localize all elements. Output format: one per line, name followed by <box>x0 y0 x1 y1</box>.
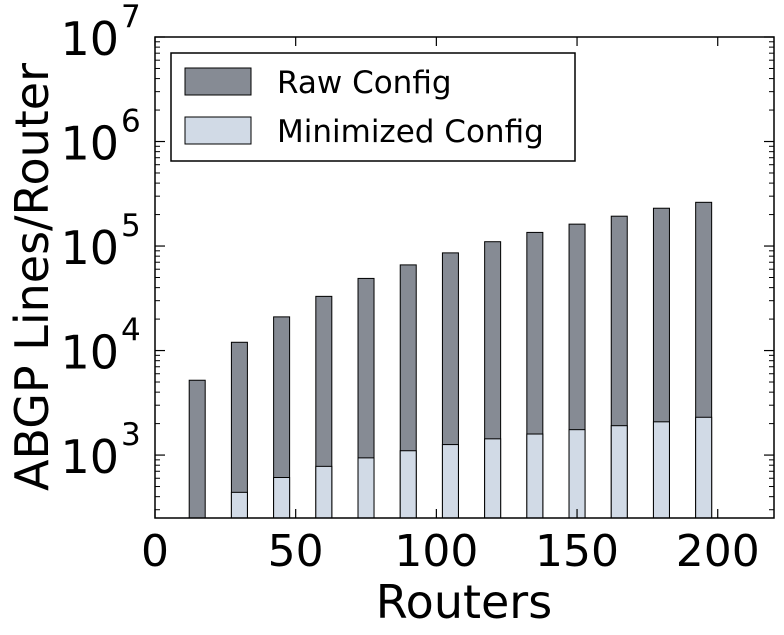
bar-raw-config-15 <box>188 379 206 519</box>
y-tick-label-exponent: 5 <box>121 208 141 244</box>
x-tick-label: 150 <box>535 526 619 577</box>
y-tick-label-exponent: 7 <box>121 0 141 35</box>
y-tick-label-exponent: 6 <box>121 104 141 140</box>
bars-layer <box>188 201 713 519</box>
bar-minimized-config-150 <box>568 429 586 519</box>
x-tick-label: 0 <box>141 526 169 577</box>
x-axis-label: Routers <box>376 575 552 629</box>
legend-label-raw-config: Raw Config <box>277 65 452 101</box>
bar-raw-config-30 <box>230 341 248 519</box>
bar-minimized-config-30 <box>230 491 248 519</box>
bar-minimized-config-165 <box>610 425 628 519</box>
y-tick-label: 10 <box>60 430 119 484</box>
y-tick-label: 10 <box>60 12 119 66</box>
x-tick-label: 50 <box>268 526 324 577</box>
bar-minimized-config-120 <box>484 438 502 519</box>
bar-minimized-config-60 <box>315 465 333 519</box>
bar-minimized-config-195 <box>695 416 713 519</box>
bar-minimized-config-105 <box>441 444 459 519</box>
legend-swatch-raw-config <box>184 67 252 96</box>
y-tick-label-exponent: 3 <box>121 417 141 453</box>
y-tick-label: 10 <box>60 117 119 171</box>
bar-minimized-config-75 <box>357 457 375 519</box>
bar-minimized-config-180 <box>652 421 670 519</box>
bar-minimized-config-90 <box>399 450 417 519</box>
y-tick-label: 10 <box>60 326 119 380</box>
legend: Raw Config Minimized Config <box>170 52 576 162</box>
bar-minimized-config-135 <box>526 433 544 519</box>
y-axis-label: ABGP Lines/Router <box>5 63 59 491</box>
legend-swatch-minimized-config <box>184 116 252 145</box>
x-tick-label: 200 <box>676 526 760 577</box>
x-tick-label: 100 <box>394 526 478 577</box>
legend-label-minimized-config: Minimized Config <box>277 114 544 150</box>
y-tick-label-exponent: 4 <box>121 313 141 349</box>
y-tick-label: 10 <box>60 221 119 275</box>
bar-minimized-config-45 <box>273 477 291 519</box>
